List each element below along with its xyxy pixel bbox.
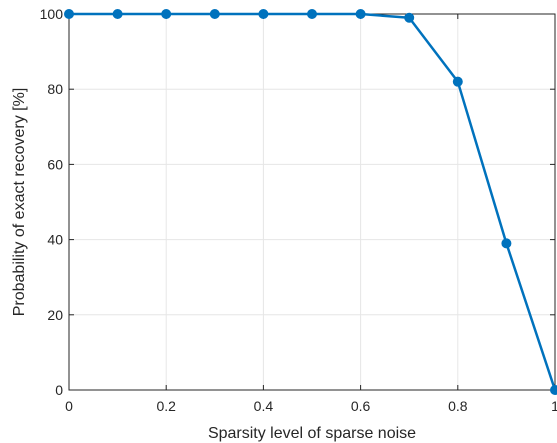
y-axis-label: Probability of exact recovery [%] [11,88,28,317]
x-tick-label: 0.6 [351,398,371,414]
x-tick-label: 0 [65,398,73,414]
data-point [209,9,220,19]
series-group [64,9,557,395]
x-tick-label: 0.4 [254,398,274,414]
y-tick-labels: 0 20 40 60 80 100 [40,6,64,398]
y-tick-label: 20 [47,307,63,323]
y-tick-label: 80 [47,81,63,97]
x-tick-label: 1 [551,398,557,414]
data-point [452,76,463,87]
data-point [307,9,317,19]
data-point [501,238,512,249]
data-point [112,9,123,19]
x-tick-label: 0.2 [156,398,176,414]
y-tick-label: 0 [55,382,63,398]
y-tick-label: 40 [47,232,63,248]
data-point [64,9,74,19]
x-tick-label: 0.8 [448,398,468,414]
data-point [161,9,172,19]
plot-background [69,14,555,390]
data-point [550,385,557,395]
tick-marks [68,13,556,391]
data-point [258,9,269,19]
y-tick-label: 100 [40,6,64,22]
x-tick-labels: 0 0.2 0.4 0.6 0.8 1 [65,398,557,414]
data-point [355,9,366,19]
data-point [404,12,415,23]
y-tick-label: 60 [47,156,63,172]
x-axis-label: Sparsity level of sparse noise [208,425,416,442]
